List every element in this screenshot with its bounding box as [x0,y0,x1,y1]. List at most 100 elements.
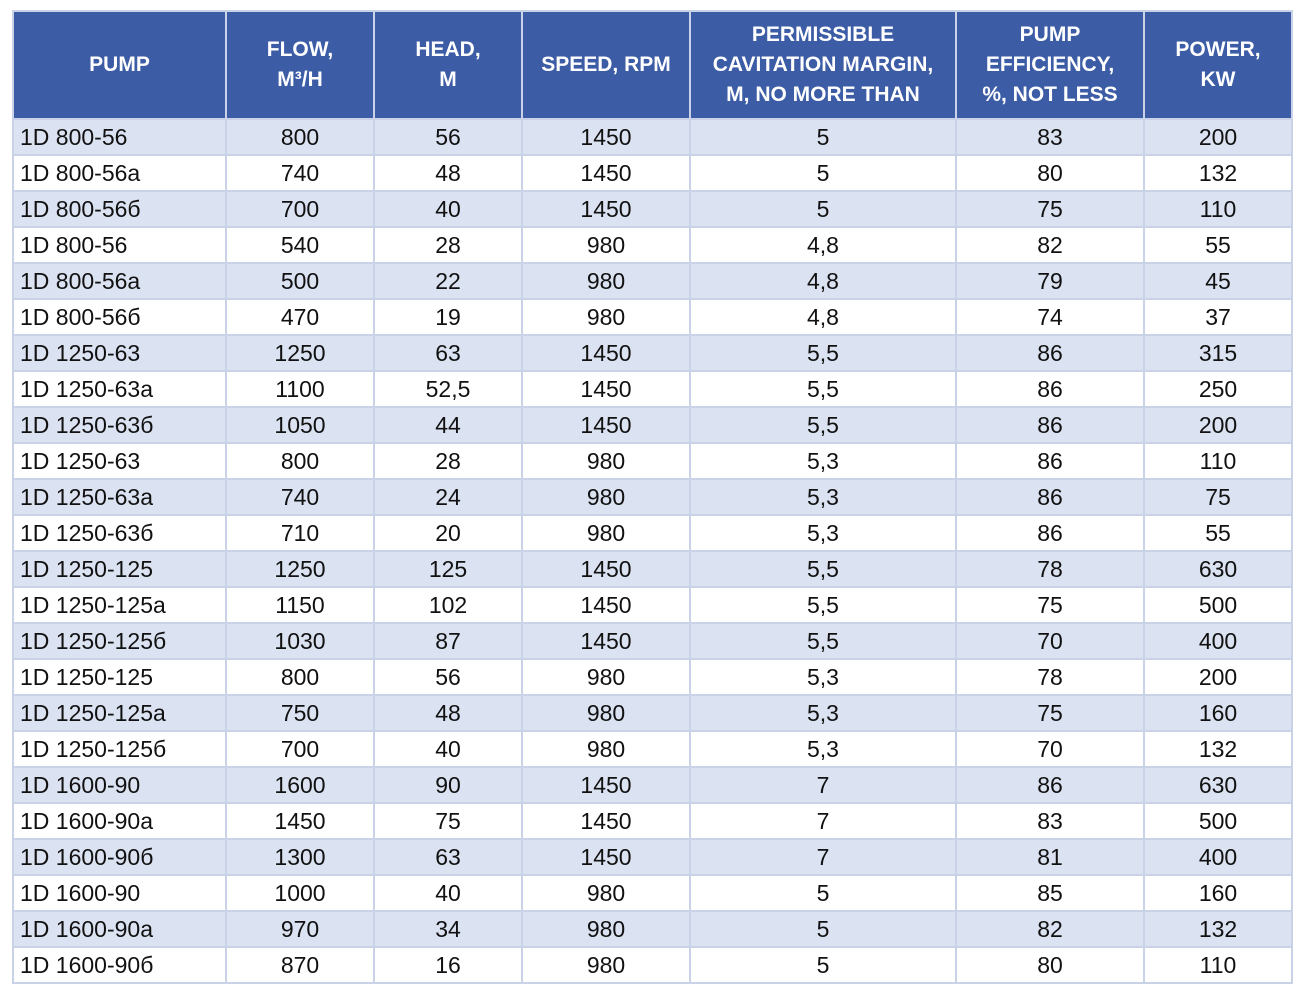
pump-cell: 1D 1600-90б [12,838,227,876]
value-cell: 40 [373,730,523,768]
value-cell: 28 [373,226,523,264]
table-row: 1D 800-56a 500 22 980 4,8 79 45 [12,262,1293,300]
value-cell: 132 [1143,154,1293,192]
value-cell: 28 [373,442,523,480]
value-cell: 40 [373,874,523,912]
pump-cell: 1D 800-56 [12,118,227,156]
value-cell: 5,3 [689,730,957,768]
value-cell: 160 [1143,694,1293,732]
value-cell: 4,8 [689,298,957,336]
value-cell: 470 [225,298,375,336]
pump-cell: 1D 1250-125 [12,550,227,588]
value-cell: 200 [1143,658,1293,696]
value-cell: 630 [1143,550,1293,588]
value-cell: 34 [373,910,523,948]
header-cell: PERMISSIBLE CAVITATION MARGIN, M, NO MORE … [689,10,957,120]
value-cell: 5,5 [689,550,957,588]
value-cell: 20 [373,514,523,552]
table-row: 1D 800-56 800 56 1450 5 83 200 [12,118,1293,156]
value-cell: 80 [955,946,1145,984]
value-cell: 78 [955,550,1145,588]
value-cell: 315 [1143,334,1293,372]
header-text: KW [1200,68,1236,91]
pump-cell: 1D 800-56a [12,154,227,192]
value-cell: 52,5 [373,370,523,408]
value-cell: 85 [955,874,1145,912]
value-cell: 86 [955,478,1145,516]
table-row: 1D 1250-63б 710 20 980 5,3 86 55 [12,514,1293,552]
table-row: 1D 1250-63б 1050 44 1450 5,5 86 200 [12,406,1293,444]
value-cell: 5,3 [689,478,957,516]
value-cell: 5 [689,910,957,948]
value-cell: 630 [1143,766,1293,804]
pump-cell: 1D 1250-125 [12,658,227,696]
table-header: PUMP FLOW, M³/H HEAD, M SPEED, RPM PERMISSIBLE… [12,10,1293,120]
header-cell: SPEED, RPM [521,10,691,120]
value-cell: 7 [689,802,957,840]
value-cell: 82 [955,226,1145,264]
value-cell: 86 [955,406,1145,444]
value-cell: 63 [373,838,523,876]
value-cell: 700 [225,190,375,228]
value-cell: 980 [521,874,691,912]
table-body: 1D 800-56 800 56 1450 5 83 200 1D 800-56a 740 48 1… [12,118,1293,984]
value-cell: 1450 [521,334,691,372]
value-cell: 132 [1143,730,1293,768]
value-cell: 24 [373,478,523,516]
value-cell: 4,8 [689,226,957,264]
pump-cell: 1D 1250-63б [12,406,227,444]
value-cell: 980 [521,442,691,480]
table-row: 1D 1600-90a 1450 75 1450 7 83 500 [12,802,1293,840]
header-text: M³/H [277,68,323,91]
header-text: M [439,68,457,91]
pump-cell: 1D 1250-125a [12,586,227,624]
value-cell: 4,8 [689,262,957,300]
value-cell: 870 [225,946,375,984]
value-cell: 1150 [225,586,375,624]
pump-cell: 1D 800-56б [12,190,227,228]
value-cell: 19 [373,298,523,336]
header-text: PUMP [89,53,150,76]
table-row: 1D 800-56б 700 40 1450 5 75 110 [12,190,1293,228]
value-cell: 980 [521,658,691,696]
table-row: 1D 800-56 540 28 980 4,8 82 55 [12,226,1293,264]
pump-cell: 1D 1250-125б [12,622,227,660]
table-row: 1D 800-56б 470 19 980 4,8 74 37 [12,298,1293,336]
value-cell: 55 [1143,226,1293,264]
value-cell: 500 [1143,586,1293,624]
value-cell: 1030 [225,622,375,660]
value-cell: 400 [1143,622,1293,660]
pump-cell: 1D 1250-125a [12,694,227,732]
value-cell: 63 [373,334,523,372]
value-cell: 75 [1143,478,1293,516]
value-cell: 83 [955,118,1145,156]
pump-cell: 1D 800-56a [12,262,227,300]
header-text: %, NOT LESS [982,83,1118,106]
value-cell: 86 [955,370,1145,408]
table-row: 1D 1250-63 800 28 980 5,3 86 110 [12,442,1293,480]
value-cell: 44 [373,406,523,444]
value-cell: 56 [373,118,523,156]
value-cell: 48 [373,694,523,732]
pump-cell: 1D 1250-125б [12,730,227,768]
value-cell: 5,3 [689,442,957,480]
value-cell: 5,5 [689,406,957,444]
value-cell: 1000 [225,874,375,912]
value-cell: 1450 [521,766,691,804]
value-cell: 79 [955,262,1145,300]
header-row: PUMP FLOW, M³/H HEAD, M SPEED, RPM PERMISSIBLE… [12,10,1293,120]
value-cell: 800 [225,118,375,156]
value-cell: 740 [225,478,375,516]
value-cell: 70 [955,730,1145,768]
pump-cell: 1D 1600-90 [12,766,227,804]
value-cell: 1300 [225,838,375,876]
pump-table: PUMP FLOW, M³/H HEAD, M SPEED, RPM PERMISSIBLE… [12,10,1293,984]
table-row: 1D 1250-125б 700 40 980 5,3 70 132 [12,730,1293,768]
value-cell: 90 [373,766,523,804]
header-text: SPEED, RPM [541,53,671,76]
value-cell: 1450 [521,190,691,228]
value-cell: 1450 [521,118,691,156]
value-cell: 5 [689,946,957,984]
value-cell: 7 [689,838,957,876]
